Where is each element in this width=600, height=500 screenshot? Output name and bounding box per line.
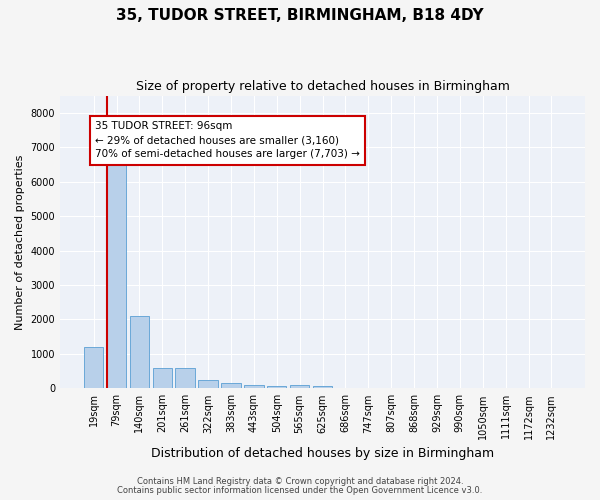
- Bar: [175, 368, 195, 388]
- Text: 35, TUDOR STREET, BIRMINGHAM, B18 4DY: 35, TUDOR STREET, BIRMINGHAM, B18 4DY: [116, 8, 484, 22]
- Text: Contains HM Land Registry data © Crown copyright and database right 2024.: Contains HM Land Registry data © Crown c…: [137, 477, 463, 486]
- Bar: [84, 347, 103, 389]
- Bar: [290, 385, 310, 388]
- Title: Size of property relative to detached houses in Birmingham: Size of property relative to detached ho…: [136, 80, 509, 93]
- Bar: [199, 380, 218, 388]
- X-axis label: Distribution of detached houses by size in Birmingham: Distribution of detached houses by size …: [151, 447, 494, 460]
- Text: Contains public sector information licensed under the Open Government Licence v3: Contains public sector information licen…: [118, 486, 482, 495]
- Y-axis label: Number of detached properties: Number of detached properties: [15, 154, 25, 330]
- Bar: [152, 368, 172, 388]
- Bar: [221, 383, 241, 388]
- Bar: [313, 386, 332, 388]
- Bar: [244, 385, 263, 388]
- Bar: [267, 386, 286, 388]
- Bar: [107, 164, 126, 388]
- Text: 35 TUDOR STREET: 96sqm
← 29% of detached houses are smaller (3,160)
70% of semi-: 35 TUDOR STREET: 96sqm ← 29% of detached…: [95, 122, 359, 160]
- Bar: [130, 316, 149, 388]
